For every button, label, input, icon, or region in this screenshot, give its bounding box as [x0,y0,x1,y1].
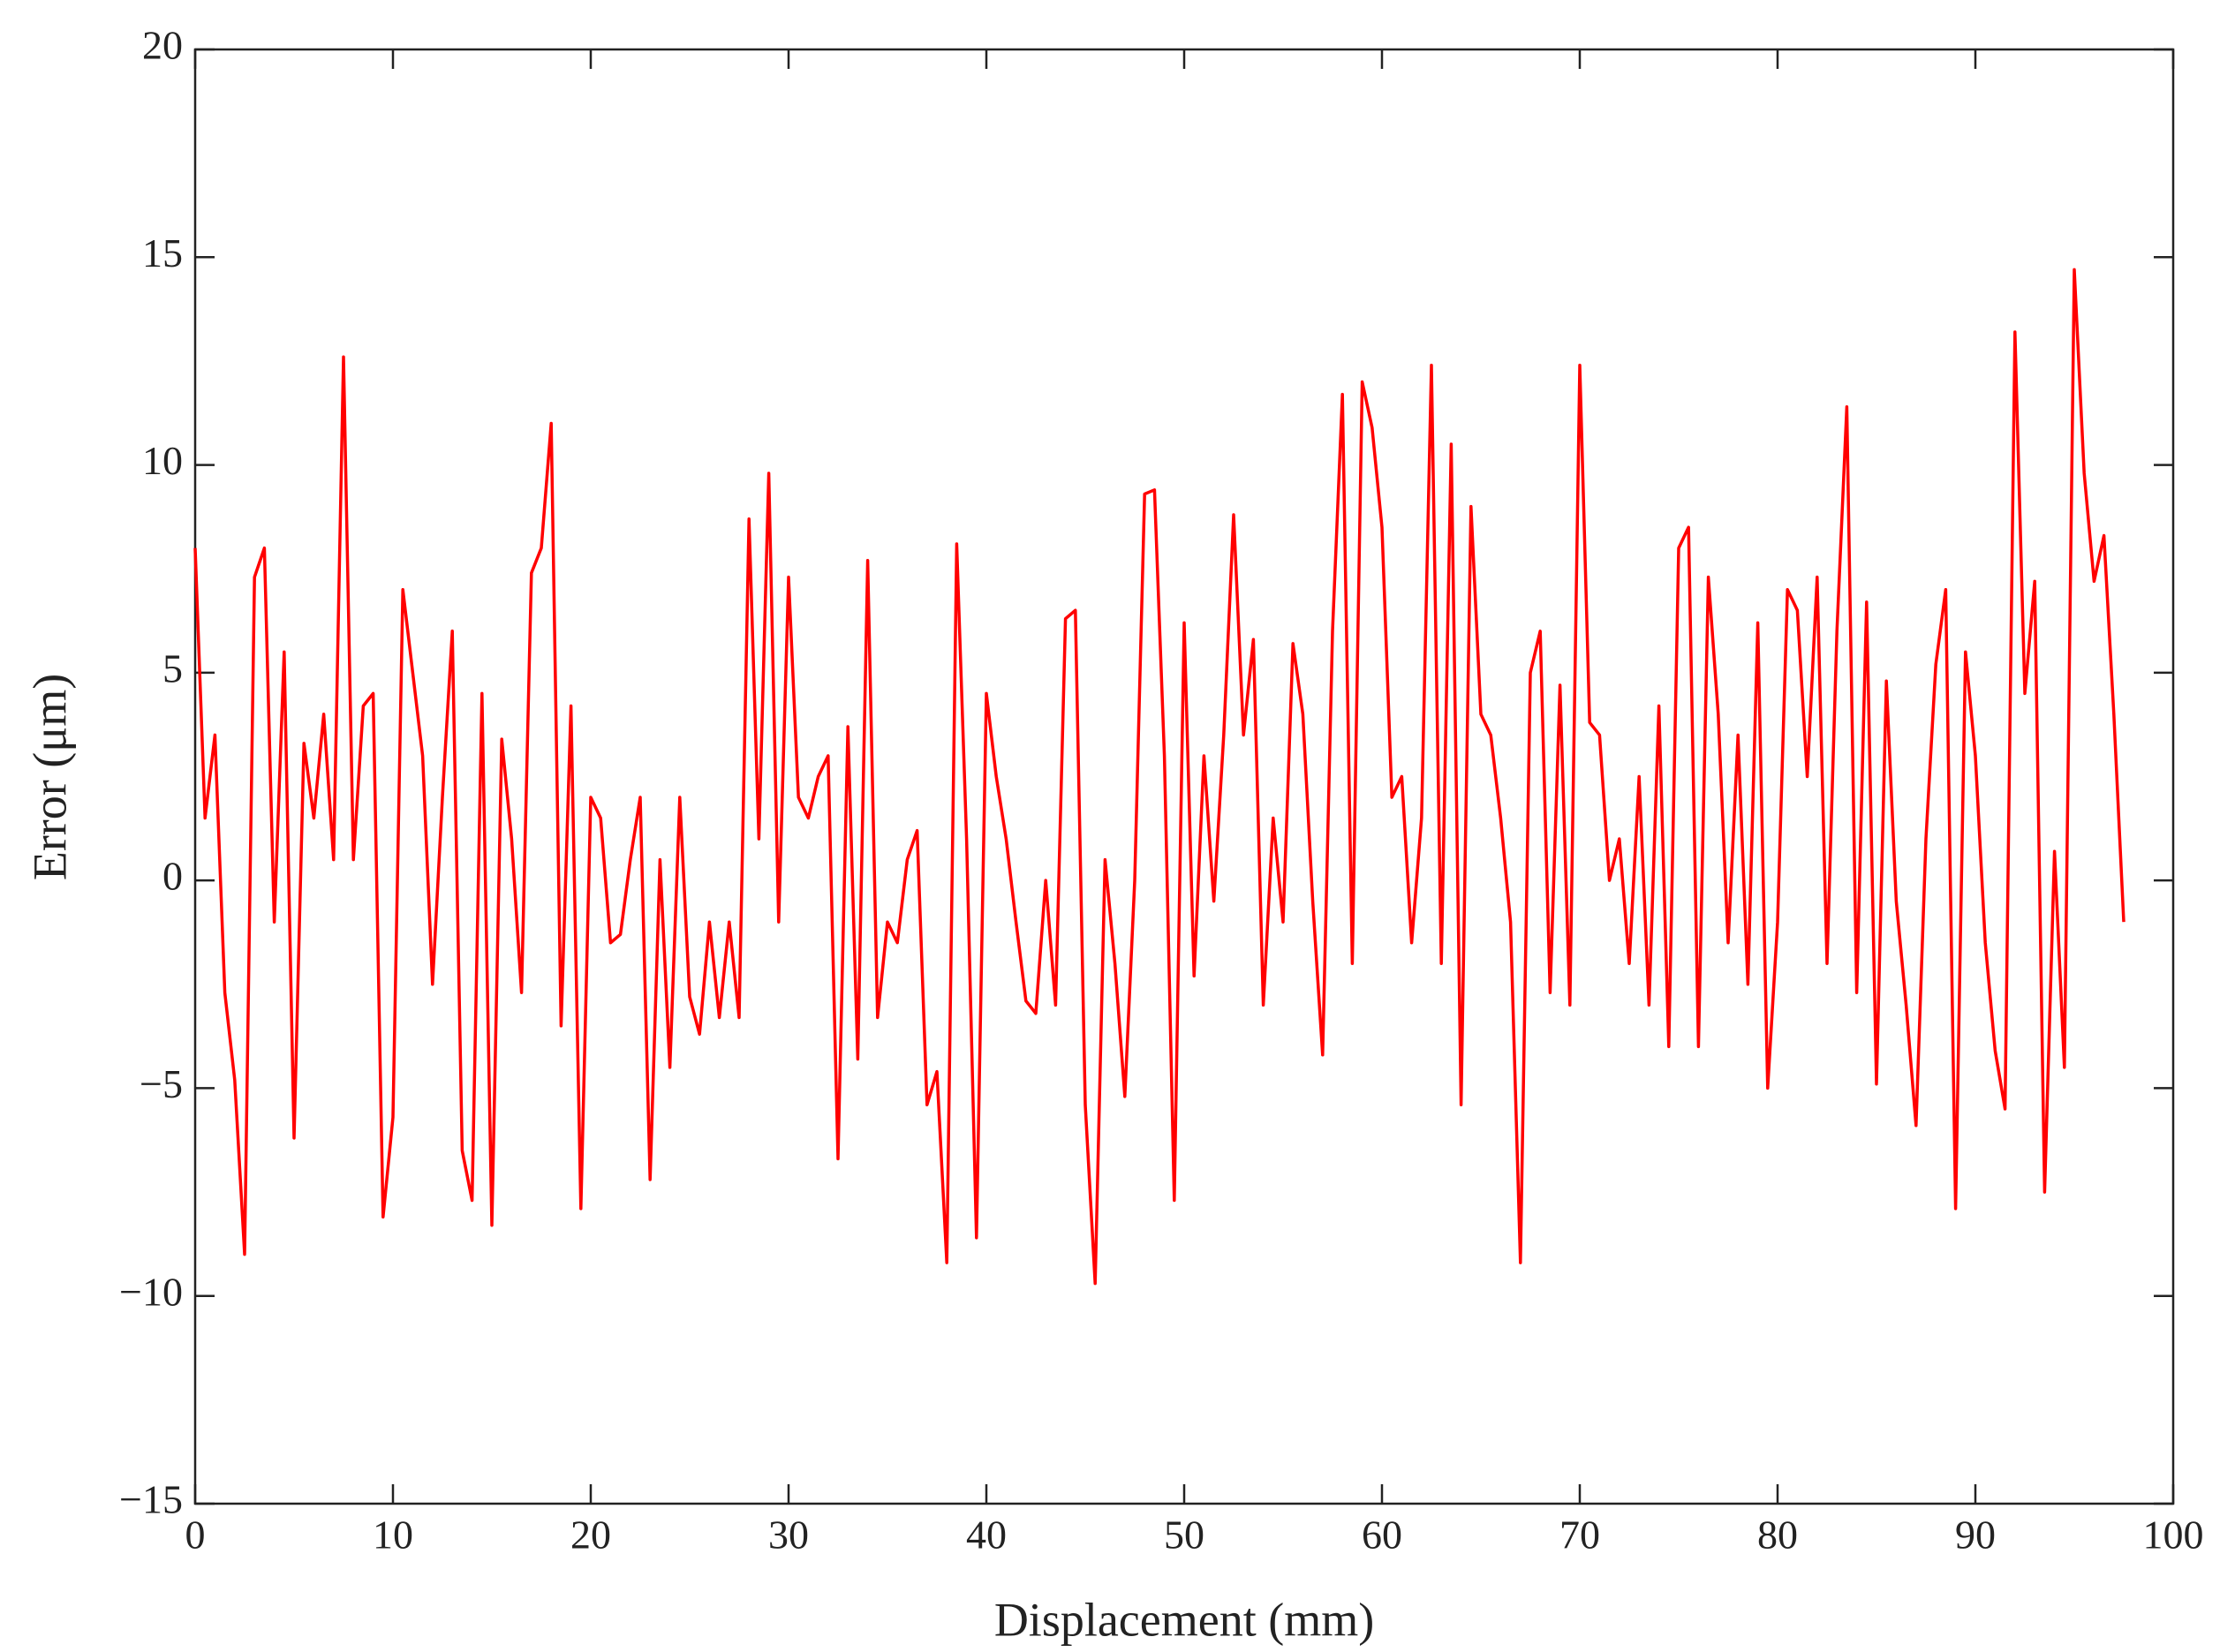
x-tick-label: 90 [1955,1512,1996,1558]
y-tick-label: −10 [119,1269,183,1314]
x-tick-label: 70 [1559,1512,1600,1558]
y-tick-label: 15 [142,230,183,275]
y-tick-label: 20 [142,23,183,68]
plot-frame [193,48,2175,1505]
x-tick-label: 40 [966,1512,1007,1558]
data-line [193,268,2126,1286]
x-axis-label: Displacement (mm) [994,1593,1374,1646]
x-tick-label: 30 [768,1512,809,1558]
x-tick-label: 100 [2143,1512,2204,1558]
x-tick-label: 20 [570,1512,611,1558]
x-tick-label: 10 [373,1512,413,1558]
y-tick-label: −5 [140,1061,183,1106]
x-tick-label: 50 [1164,1512,1204,1558]
y-tick-label: 10 [142,438,183,483]
y-tick-label: 5 [162,645,183,690]
y-tick-label: −15 [119,1477,183,1522]
y-axis-label: Error (μm) [23,674,76,880]
x-tick-label: 80 [1757,1512,1798,1558]
x-tick-label: 0 [185,1512,206,1558]
y-tick-label: 0 [162,854,183,899]
x-tick-label: 60 [1362,1512,1402,1558]
